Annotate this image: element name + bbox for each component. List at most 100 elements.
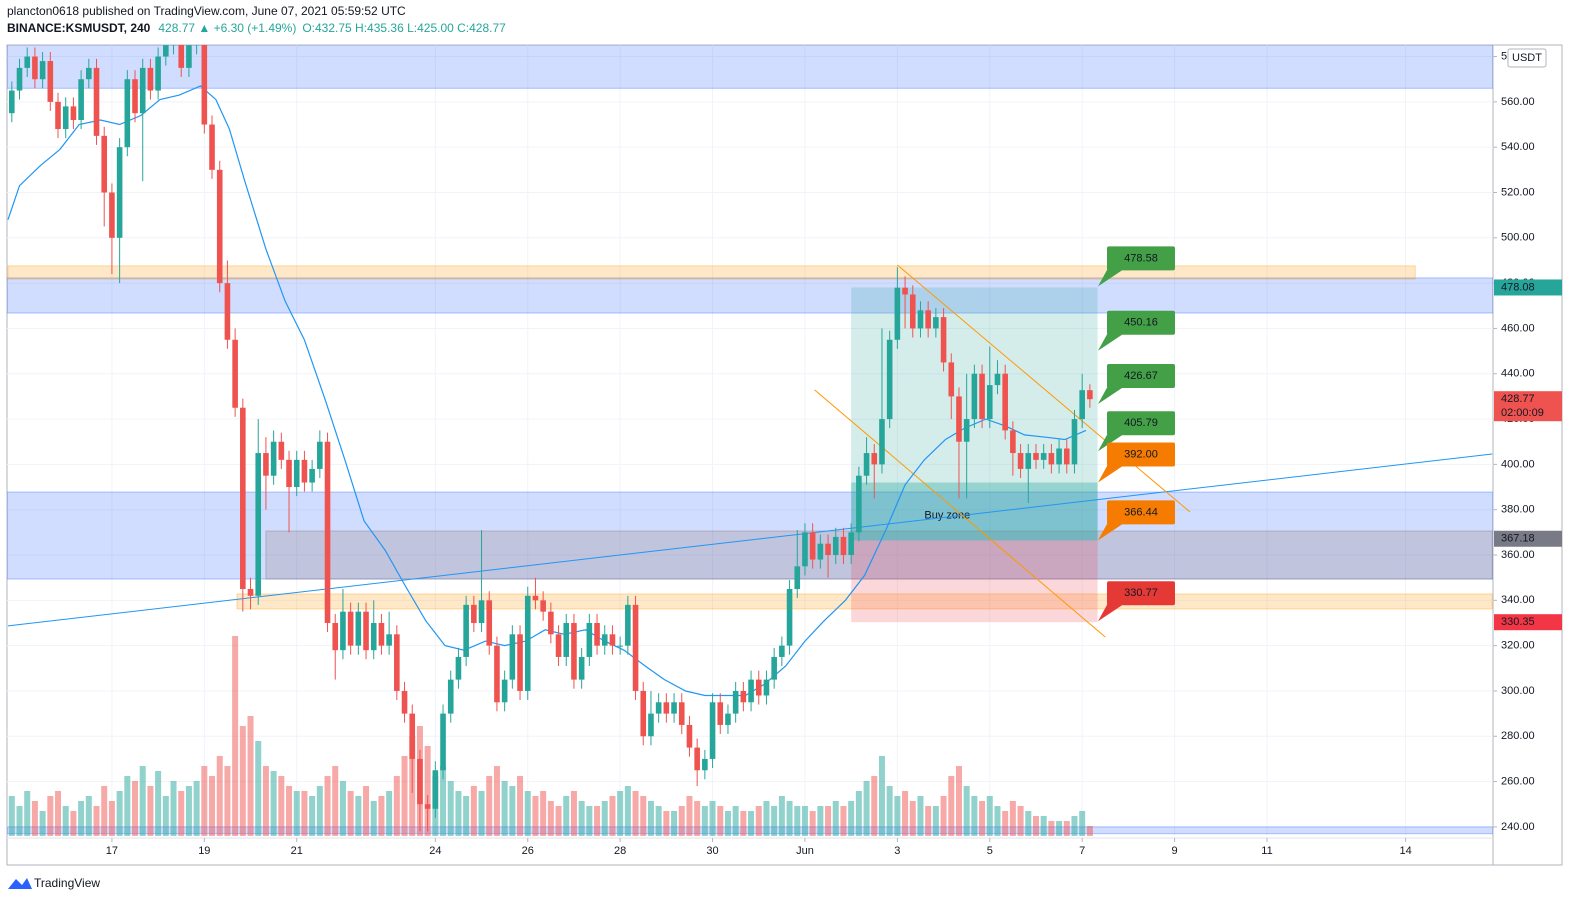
volume-bar xyxy=(717,806,724,836)
candle-body xyxy=(1010,430,1016,454)
volume-bar xyxy=(886,786,893,836)
candle-body xyxy=(478,600,485,623)
volume-bar xyxy=(332,766,339,836)
volume-bar xyxy=(825,806,832,836)
candle-body xyxy=(994,373,1001,386)
candle-body xyxy=(532,595,539,601)
volume-bar xyxy=(201,766,208,836)
volume-bar xyxy=(663,811,670,836)
candle-body xyxy=(363,611,369,651)
volume-bar xyxy=(909,801,916,836)
callout-box xyxy=(1107,442,1175,467)
candle-body xyxy=(378,622,385,646)
candle-body xyxy=(432,770,439,809)
volume-bar xyxy=(955,766,962,836)
candle-body xyxy=(270,441,277,476)
price-badge xyxy=(1494,391,1562,422)
candle-body xyxy=(24,56,31,68)
candle-body xyxy=(494,645,500,703)
volume-bar xyxy=(39,811,46,836)
volume-bar xyxy=(470,786,477,836)
volume-bar xyxy=(540,791,547,836)
volume-bar xyxy=(840,806,847,836)
price-badge-label: 478.08 xyxy=(1501,281,1535,293)
candle-body xyxy=(455,656,462,680)
candle-body xyxy=(286,459,292,488)
candle-body xyxy=(417,758,423,805)
volume-bar xyxy=(724,811,731,836)
x-tick-label: 28 xyxy=(614,845,626,857)
volume-bar xyxy=(193,781,200,836)
volume-bar xyxy=(586,806,593,836)
volume-bar xyxy=(363,786,370,836)
volume-bar xyxy=(447,781,454,836)
volume-bar xyxy=(532,796,539,836)
chart-title: plancton0618 published on TradingView.co… xyxy=(7,4,406,18)
candle-body xyxy=(247,588,254,596)
volume-bar xyxy=(963,786,970,836)
candle-body xyxy=(771,656,777,680)
candle-body xyxy=(617,645,623,647)
candle-body xyxy=(347,611,354,646)
volume-bar xyxy=(1002,811,1009,836)
candle-body xyxy=(848,532,854,556)
currency: USDT xyxy=(1512,52,1542,64)
volume-bar xyxy=(740,811,747,836)
candle-body xyxy=(324,441,331,623)
candle-body xyxy=(486,600,493,646)
candle-body xyxy=(725,713,731,725)
volume-bar xyxy=(555,806,562,836)
candle-body xyxy=(440,713,446,771)
volume-bar xyxy=(732,806,739,836)
x-tick-label: 3 xyxy=(894,845,900,857)
volume-bar xyxy=(1063,821,1070,836)
y-tick-label: 280.00 xyxy=(1501,730,1535,742)
x-tick-label: 5 xyxy=(987,845,993,857)
volume-bar xyxy=(940,796,947,836)
candle-body xyxy=(902,287,908,295)
volume-bar xyxy=(286,786,293,836)
candle-body xyxy=(240,407,246,589)
candle-body xyxy=(394,634,400,691)
candle-body xyxy=(1071,419,1078,465)
volume-bar xyxy=(902,791,909,836)
x-tick-label: 24 xyxy=(429,845,441,857)
callout-label: 426.67 xyxy=(1124,370,1158,382)
volume-bar xyxy=(147,786,154,836)
volume-bar xyxy=(232,636,239,836)
volume-bar xyxy=(817,806,824,836)
volume-bar xyxy=(601,801,608,836)
volume-bar xyxy=(694,801,701,836)
candle-body xyxy=(671,702,677,714)
callout-box xyxy=(1107,246,1175,271)
candle-body xyxy=(786,588,793,646)
volume-bar xyxy=(1048,821,1055,836)
volume-bar xyxy=(478,791,485,836)
candle-body xyxy=(509,634,516,680)
volume-bar xyxy=(293,791,300,836)
zone xyxy=(7,491,1493,580)
volume-bar xyxy=(93,806,100,836)
candle-body xyxy=(663,702,670,714)
candle-body xyxy=(263,453,269,476)
volume-bar xyxy=(155,771,162,836)
volume-bar xyxy=(440,766,447,836)
candle-body xyxy=(524,595,531,691)
y-tick-label: 520.00 xyxy=(1501,186,1535,198)
volume-bar xyxy=(709,801,716,836)
volume-bar xyxy=(848,801,855,836)
volume-bar xyxy=(116,791,123,836)
volume-bar xyxy=(794,806,801,836)
candle-body xyxy=(1033,453,1039,460)
candle-body xyxy=(209,124,215,170)
candle-body xyxy=(732,690,739,714)
volume-bar xyxy=(871,776,878,836)
volume-bar xyxy=(647,801,654,836)
volume-bar xyxy=(16,806,23,836)
volume-bar xyxy=(339,781,346,836)
candle-body xyxy=(625,604,631,646)
y-tick-label: 260.00 xyxy=(1501,775,1535,787)
callout-pointer xyxy=(1098,462,1122,483)
callout-label: 392.00 xyxy=(1124,448,1158,460)
callout-pointer xyxy=(1098,431,1122,452)
